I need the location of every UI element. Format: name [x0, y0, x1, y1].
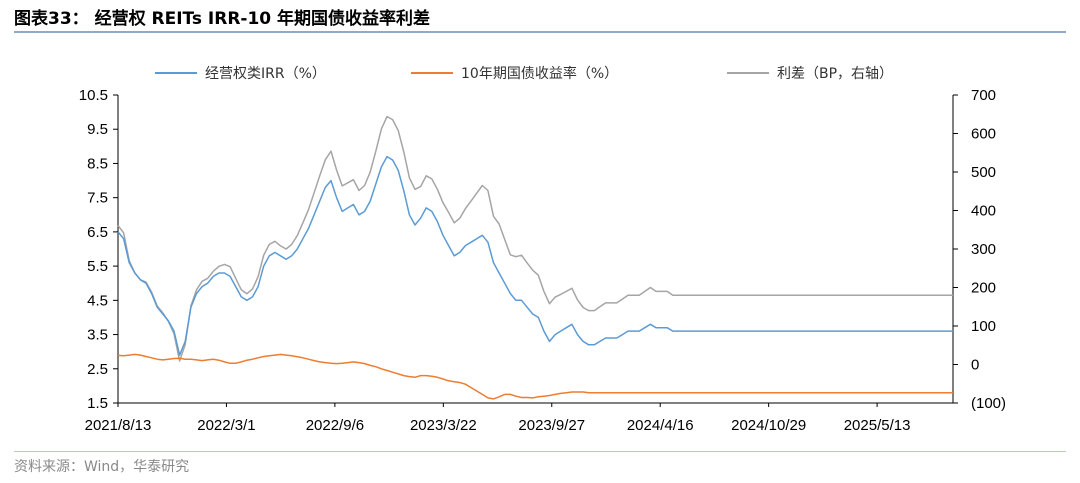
left-tick-label: 1.5: [87, 395, 108, 412]
spread-series-line: [117, 115, 953, 362]
irr-spread-chart: 经营权类IRR（%） 10年期国债收益率（%） 利差（BP，右轴） 10.5 9.5 8…: [79, 65, 1006, 434]
left-tick-label: 2.5: [87, 361, 108, 378]
source-note: 资料来源：Wind，华泰研究: [14, 459, 190, 475]
left-tick-label: 9.5: [87, 121, 108, 138]
right-tick-label: 500: [971, 164, 996, 181]
right-tick-label: 100: [971, 318, 996, 335]
left-tick-label: 8.5: [87, 155, 108, 172]
x-tick-label: 2022/3/1: [197, 417, 255, 434]
chart-axes: 10.5 9.5 8.5 7.5 6.5 5.5 4.5 3.5 2.5 1.5 700 600 500…: [79, 87, 1006, 434]
right-tick-label: 400: [971, 203, 996, 220]
x-tick-label: 2023/9/27: [518, 417, 585, 434]
right-tick-label: 300: [971, 241, 996, 258]
left-tick-label: 6.5: [87, 224, 108, 241]
x-tick-label: 2024/10/29: [731, 417, 806, 434]
left-tick-label: 5.5: [87, 258, 108, 275]
left-tick-label: 4.5: [87, 292, 108, 309]
legend-item-spread-label: 利差（BP，右轴）: [777, 66, 893, 82]
x-tick-label: 2023/3/22: [410, 417, 477, 434]
figure-title: 图表33： 经营权 REITs IRR-10 年期国债收益率利差: [14, 9, 431, 29]
left-tick-label: 7.5: [87, 190, 108, 207]
left-tick-label: 3.5: [87, 327, 108, 344]
x-tick-label: 2022/9/6: [306, 417, 364, 434]
irr-series-line: [117, 155, 953, 356]
right-tick-label: (100): [971, 395, 1006, 412]
treasury-yield-series-line: [117, 353, 953, 400]
chart-legend: 经营权类IRR（%） 10年期国债收益率（%） 利差（BP，右轴）: [155, 65, 893, 82]
x-tick-label: 2021/8/13: [85, 417, 152, 434]
right-tick-label: 600: [971, 126, 996, 143]
right-tick-label: 0: [971, 357, 979, 374]
source-divider: [14, 451, 1066, 452]
x-tick-label: 2025/5/13: [844, 417, 911, 434]
chart-series: [117, 115, 953, 400]
title-divider: [14, 31, 1066, 33]
legend-item-treasury-yield-label: 10年期国债收益率（%）: [461, 65, 618, 82]
right-tick-label: 200: [971, 280, 996, 297]
left-tick-label: 10.5: [79, 87, 108, 104]
legend-item-irr-label: 经营权类IRR（%）: [205, 66, 326, 82]
right-tick-label: 700: [971, 87, 996, 104]
x-tick-label: 2024/4/16: [627, 417, 694, 434]
